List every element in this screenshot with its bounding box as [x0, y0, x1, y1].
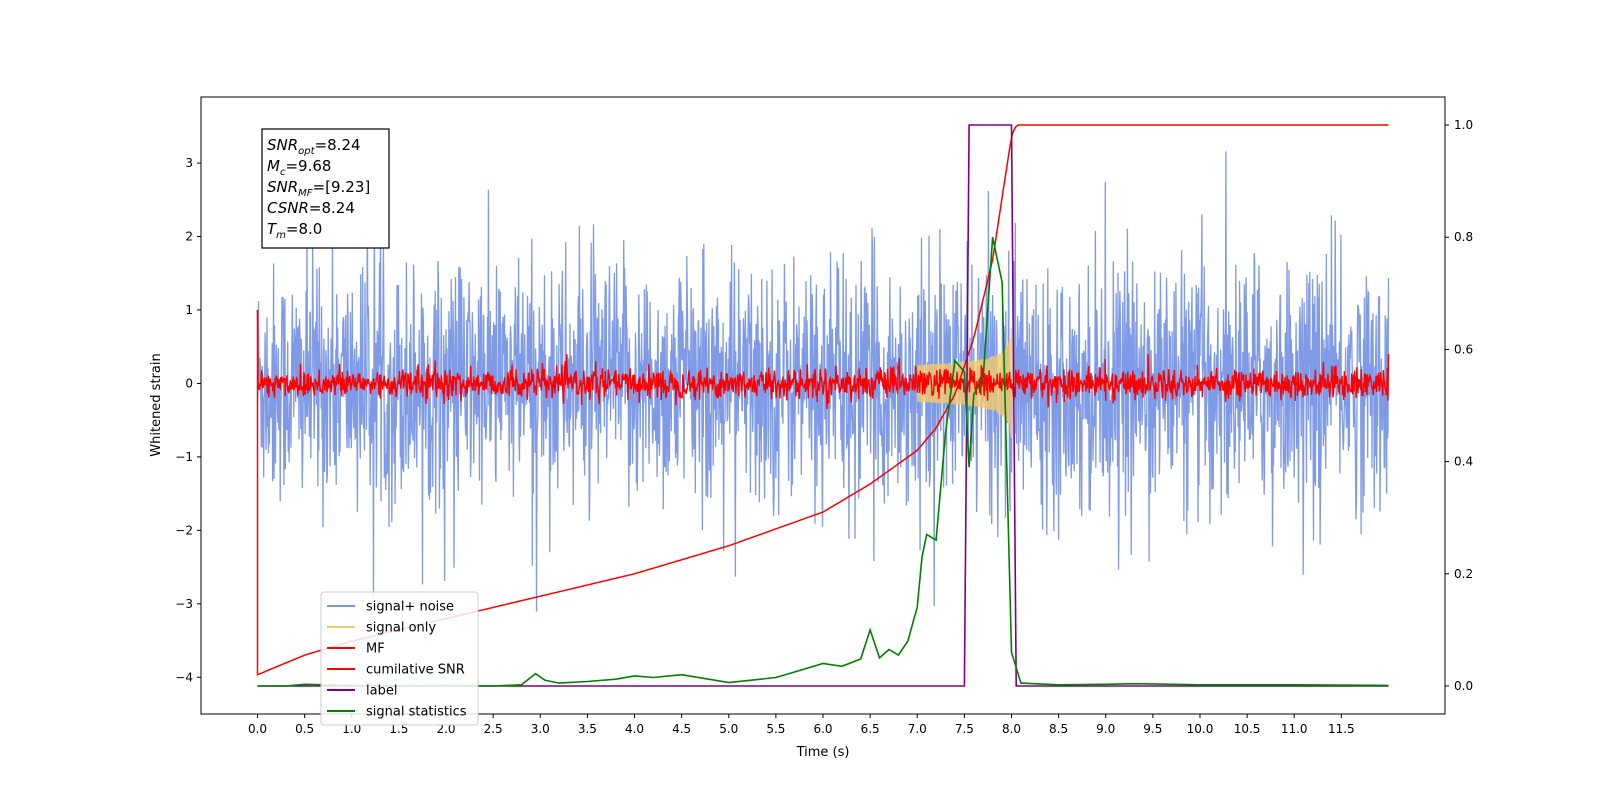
y2-tick-label: 0.0	[1454, 679, 1473, 693]
x-tick-label: 9.5	[1143, 722, 1162, 736]
annotation-line: SNRMF=[9.23]	[267, 178, 370, 199]
y-tick-label: 1	[185, 303, 193, 317]
y-tick-label: −3	[175, 597, 193, 611]
legend-label: label	[366, 684, 397, 699]
annotation-subscript: c	[280, 167, 286, 178]
y-tick-label: −2	[175, 523, 193, 537]
annotation-line: CSNR=8.24	[267, 199, 355, 217]
annotation-value: =8.0	[286, 220, 322, 238]
annotation-value: =8.24	[309, 199, 355, 217]
series-signal-statistics	[257, 237, 1389, 687]
series-signal-plus-noise	[256, 151, 1390, 612]
y-axis-label: Whitened strain	[149, 353, 164, 456]
x-tick-label: 3.5	[578, 722, 597, 736]
x-tick-label: 2.5	[484, 722, 503, 736]
x-tick-label: 11.5	[1328, 722, 1355, 736]
y-tick-label: −4	[175, 670, 193, 684]
y2-tick-label: 0.8	[1454, 230, 1473, 244]
y2-tick-label: 1.0	[1454, 118, 1473, 132]
legend-label: signal only	[366, 621, 436, 636]
annotation-variable: M	[267, 157, 280, 175]
y2-tick-label: 0.4	[1454, 455, 1473, 469]
x-axis-label: Time (s)	[796, 745, 850, 760]
annotation-variable: CSNR	[267, 199, 309, 217]
y-tick-label: −1	[175, 450, 193, 464]
annotation-subscript: opt	[298, 146, 315, 157]
x-tick-label: 5.0	[719, 722, 738, 736]
annotation-line: Tm=8.0	[267, 220, 322, 241]
legend-label: MF	[366, 642, 385, 657]
annotation-value: =[9.23]	[313, 178, 371, 196]
x-tick-label: 7.0	[908, 722, 927, 736]
legend-label: cumilative SNR	[366, 663, 465, 678]
annotation-variable: SNR	[267, 178, 298, 196]
x-tick-label: 6.5	[861, 722, 880, 736]
series-mf	[256, 309, 1390, 410]
legend-label: signal+ noise	[366, 600, 454, 615]
x-tick-label: 9.0	[1096, 722, 1115, 736]
x-tick-label: 7.5	[955, 722, 974, 736]
annotation-line: Mc=9.68	[267, 157, 331, 178]
x-tick-label: 4.5	[672, 722, 691, 736]
y-tick-label: 3	[185, 156, 193, 170]
y-axis-right: 0.0 0.2 0.4 0.6 0.8 1.0	[1445, 118, 1473, 693]
annotation-value: =9.68	[285, 157, 331, 175]
annotation-variable: T	[267, 220, 278, 238]
annotation-subscript: MF	[298, 188, 313, 199]
annotation-line: SNRopt=8.24	[267, 136, 361, 157]
x-tick-label: 6.0	[813, 722, 832, 736]
y2-tick-label: 0.6	[1454, 342, 1473, 356]
series-label	[257, 124, 1389, 687]
x-tick-label: 8.5	[1049, 722, 1068, 736]
x-tick-label: 0.0	[248, 722, 267, 736]
x-tick-label: 8.0	[1002, 722, 1021, 736]
y-tick-label: 0	[185, 376, 193, 390]
legend-label: signal statistics	[366, 705, 467, 720]
y-axis-left: −4 −3 −2 −1 0 1 2 3	[175, 156, 201, 684]
x-tick-label: 11.0	[1281, 722, 1308, 736]
y2-tick-label: 0.2	[1454, 567, 1473, 581]
y-tick-label: 2	[185, 230, 193, 244]
x-tick-label: 10.0	[1187, 722, 1214, 736]
legend: signal+ noise signal only MF cumilative SNR…	[320, 591, 479, 726]
annotation-value: =8.24	[315, 136, 361, 154]
x-tick-label: 3.0	[531, 722, 550, 736]
annotation-box: SNRopt=8.24Mc=9.68SNRMF=[9.23]CSNR=8.24T…	[261, 128, 390, 249]
annotation-variable: SNR	[267, 136, 298, 154]
x-tick-label: 0.5	[295, 722, 314, 736]
x-tick-label: 5.5	[766, 722, 785, 736]
annotation-subscript: m	[276, 230, 286, 241]
x-tick-label: 4.0	[625, 722, 644, 736]
x-axis: 0.0 0.5 1.0 1.5 2.0 2.5 3.0 3.5 4.0 4.5 5.0 5.5 6.0 6…	[248, 714, 1355, 736]
x-tick-label: 10.5	[1234, 722, 1261, 736]
